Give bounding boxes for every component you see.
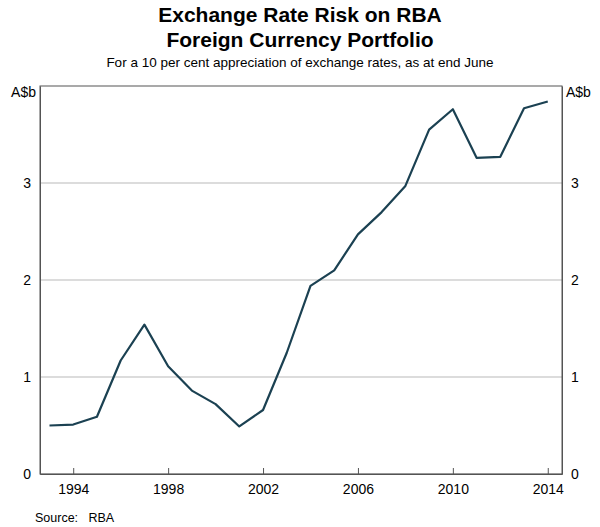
tick: 1994 [58, 468, 89, 497]
tick-label: 0 [571, 466, 579, 482]
tick-mark [453, 468, 454, 474]
tick: 0 [23, 466, 40, 482]
tick: 2 [562, 272, 579, 288]
tick-mark [358, 468, 359, 474]
y-axis-left: 0 1 2 3 [23, 87, 40, 482]
tick-mark [263, 468, 264, 474]
tick-mark [168, 468, 169, 474]
tick: 2006 [343, 468, 374, 497]
tick-label: 1 [571, 369, 579, 385]
tick-label: 2010 [438, 481, 469, 497]
grid-line [40, 377, 562, 378]
tick: 2010 [438, 468, 469, 497]
tick-label: 3 [23, 175, 31, 191]
tick-label: 1998 [153, 481, 184, 497]
tick: 2 [23, 272, 40, 288]
series [49, 102, 547, 427]
tick-mark [548, 468, 549, 474]
tick-mark [73, 468, 74, 474]
subtitle: For a 10 per cent appreciation of exchan… [106, 55, 493, 70]
source: Source: RBA [35, 511, 115, 525]
axis-unit: A$b [566, 84, 591, 100]
tick: 3 [23, 175, 40, 191]
title: Exchange Rate Risk on RBA [158, 3, 442, 26]
tick-label: 1 [23, 369, 31, 385]
grid [40, 183, 562, 474]
tick-label: 2002 [248, 481, 279, 497]
tick: 1 [562, 369, 579, 385]
tick-label: 2 [571, 272, 579, 288]
line [49, 102, 547, 427]
chart: Exchange Rate Risk on RBAForeign Currenc… [0, 0, 600, 527]
tick: 2014 [533, 468, 564, 497]
tick-label: 0 [23, 466, 31, 482]
grid-line [40, 280, 562, 281]
tick: 0 [562, 466, 579, 482]
x-axis: 1994 1998 2002 2006 2010 2014 [41, 468, 565, 497]
axis-unit: A$b [11, 84, 36, 100]
y-axis-right: 0 1 2 3 [562, 87, 579, 482]
tick: 1998 [153, 468, 184, 497]
grid-line [40, 183, 562, 184]
tick: 2002 [248, 468, 279, 497]
tick: 3 [562, 175, 579, 191]
tick-label: 2006 [343, 481, 374, 497]
tick-label: 2014 [533, 481, 564, 497]
tick-label: 3 [571, 175, 579, 191]
tick-label: 2 [23, 272, 31, 288]
tick-label: 1994 [58, 481, 89, 497]
title: Foreign Currency Portfolio [166, 28, 433, 51]
plot-frame [40, 86, 562, 474]
tick: 1 [23, 369, 40, 385]
